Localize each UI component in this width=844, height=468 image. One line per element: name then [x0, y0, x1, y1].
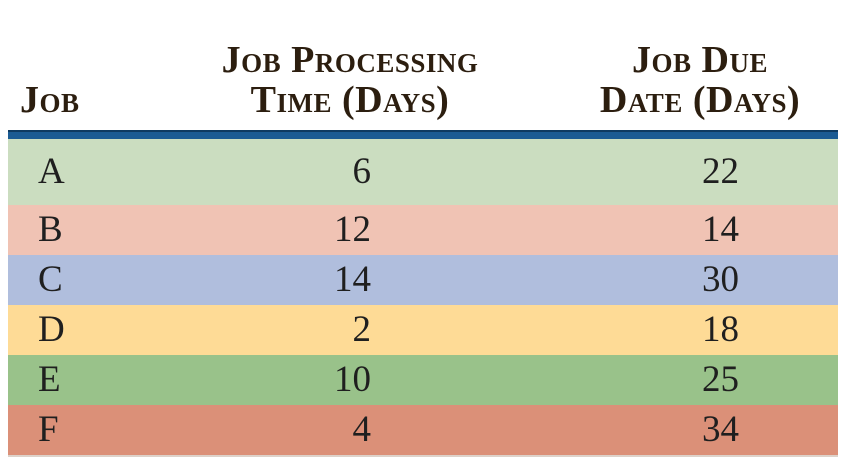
table-body: A 6 22 B 12 14 C 14 30 D 2 18 E 10 [8, 139, 838, 457]
column-header-processing-time: Job Processing Time (Days) [138, 40, 562, 120]
table-header-row: Job Job Processing Time (Days) Job Due D… [8, 0, 838, 130]
due-date-cell: 25 [702, 359, 739, 400]
job-cell: B [38, 209, 63, 250]
table-row: E 10 25 [8, 355, 838, 405]
due-date-header-line1: Job Due [632, 39, 768, 81]
job-cell: E [38, 359, 61, 400]
job-cell: A [38, 151, 65, 192]
due-date-cell: 22 [702, 151, 739, 192]
processing-time-cell: 12 [334, 209, 371, 250]
due-date-cell: 34 [702, 409, 739, 450]
processing-header-line1: Job Processing [221, 39, 479, 81]
processing-time-cell: 2 [352, 309, 372, 350]
table-row: C 14 30 [8, 255, 838, 305]
header-rule [8, 130, 838, 139]
processing-time-cell: 14 [334, 259, 371, 300]
job-cell: F [38, 409, 59, 450]
job-cell: D [38, 309, 65, 350]
due-date-cell: 18 [702, 309, 739, 350]
due-date-cell: 30 [702, 259, 739, 300]
job-cell: C [38, 259, 63, 300]
processing-time-cell: 4 [352, 409, 372, 450]
processing-time-cell: 10 [334, 359, 371, 400]
table-row: D 2 18 [8, 305, 838, 355]
processing-time-cell: 6 [352, 151, 372, 192]
job-scheduling-table: Job Job Processing Time (Days) Job Due D… [8, 0, 838, 457]
table-row: A 6 22 [8, 139, 838, 205]
due-date-header-line2: Date (Days) [599, 79, 801, 121]
due-date-cell: 14 [702, 209, 739, 250]
table-row: B 12 14 [8, 205, 838, 255]
table-row: F 4 34 [8, 405, 838, 455]
column-header-job-label: Job [20, 79, 80, 121]
processing-header-line2: Time (Days) [250, 79, 450, 121]
column-header-job: Job [8, 80, 138, 120]
column-header-due-date: Job Due Date (Days) [562, 40, 838, 120]
